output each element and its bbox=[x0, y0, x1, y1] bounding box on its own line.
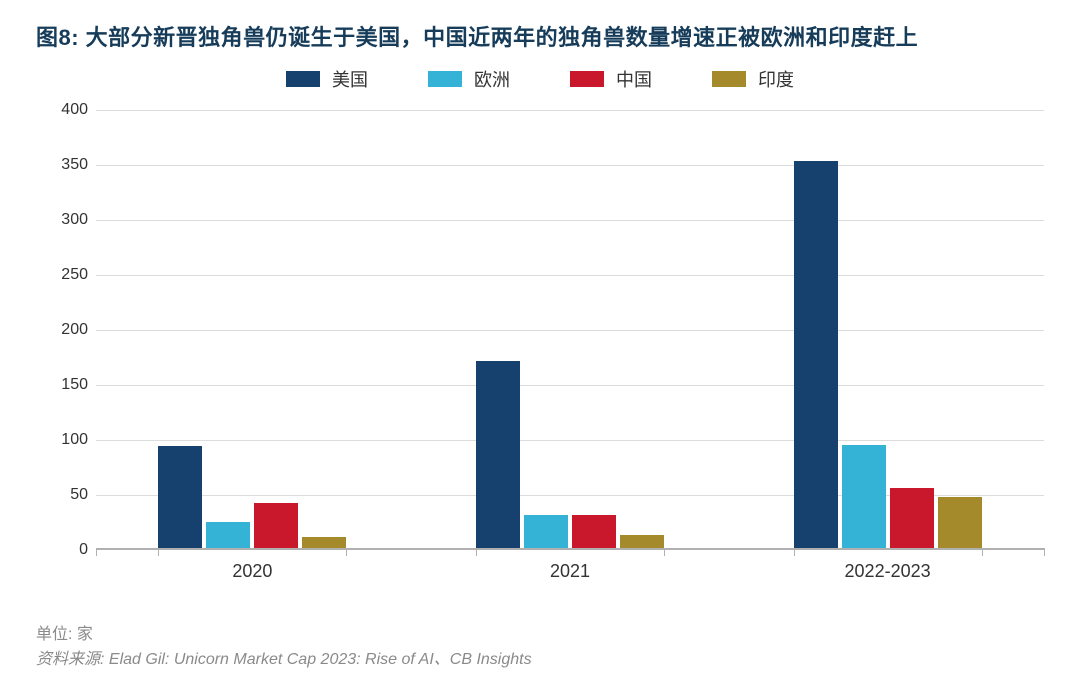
y-tick-label: 0 bbox=[42, 541, 88, 559]
bar bbox=[794, 161, 838, 548]
legend: 美国 欧洲 中国 印度 bbox=[36, 66, 1044, 92]
x-tick-mark bbox=[664, 548, 665, 556]
bar bbox=[206, 522, 250, 548]
legend-item-eu: 欧洲 bbox=[428, 66, 510, 92]
x-tick-label: 2022-2023 bbox=[845, 561, 931, 582]
bar bbox=[476, 361, 520, 548]
x-tick-mark bbox=[982, 548, 983, 556]
legend-swatch-eu bbox=[428, 71, 462, 87]
gridline bbox=[96, 275, 1044, 276]
bar bbox=[572, 515, 616, 548]
legend-label-cn: 中国 bbox=[616, 66, 652, 92]
y-tick-label: 150 bbox=[42, 376, 88, 394]
legend-swatch-cn bbox=[570, 71, 604, 87]
plot-area: 050100150200250300350400202020212022-202… bbox=[96, 110, 1044, 550]
y-tick-label: 250 bbox=[42, 266, 88, 284]
gridline bbox=[96, 110, 1044, 111]
x-tick-mark bbox=[346, 548, 347, 556]
y-tick-label: 300 bbox=[42, 211, 88, 229]
source-prefix: 资料来源: bbox=[36, 651, 109, 668]
legend-swatch-us bbox=[286, 71, 320, 87]
bar bbox=[842, 445, 886, 548]
x-tick-label: 2020 bbox=[232, 561, 272, 582]
unit-label: 单位: 家 bbox=[36, 622, 532, 648]
gridline bbox=[96, 440, 1044, 441]
x-tick-mark bbox=[96, 548, 97, 556]
chart-footer: 单位: 家 资料来源: Elad Gil: Unicorn Market Cap… bbox=[36, 622, 532, 673]
gridline bbox=[96, 385, 1044, 386]
bar bbox=[938, 497, 982, 548]
x-tick-label: 2021 bbox=[550, 561, 590, 582]
legend-label-us: 美国 bbox=[332, 66, 368, 92]
bar bbox=[254, 503, 298, 548]
legend-swatch-in bbox=[712, 71, 746, 87]
legend-item-us: 美国 bbox=[286, 66, 368, 92]
gridline bbox=[96, 165, 1044, 166]
y-tick-label: 100 bbox=[42, 431, 88, 449]
x-tick-mark bbox=[476, 548, 477, 556]
y-tick-label: 400 bbox=[42, 101, 88, 119]
legend-label-eu: 欧洲 bbox=[474, 66, 510, 92]
legend-item-cn: 中国 bbox=[570, 66, 652, 92]
chart-title: 图8: 大部分新晋独角兽仍诞生于美国，中国近两年的独角兽数量增速正被欧洲和印度赶… bbox=[36, 20, 1044, 52]
bar bbox=[302, 537, 346, 548]
bar bbox=[158, 446, 202, 548]
y-tick-label: 200 bbox=[42, 321, 88, 339]
legend-item-in: 印度 bbox=[712, 66, 794, 92]
y-tick-label: 350 bbox=[42, 156, 88, 174]
source-line: 资料来源: Elad Gil: Unicorn Market Cap 2023:… bbox=[36, 647, 532, 673]
x-tick-mark bbox=[158, 548, 159, 556]
bar bbox=[890, 488, 934, 549]
x-tick-mark bbox=[1044, 548, 1045, 556]
bar bbox=[620, 535, 664, 548]
source-text: Elad Gil: Unicorn Market Cap 2023: Rise … bbox=[109, 651, 532, 668]
gridline bbox=[96, 330, 1044, 331]
gridline bbox=[96, 220, 1044, 221]
legend-label-in: 印度 bbox=[758, 66, 794, 92]
y-tick-label: 50 bbox=[42, 486, 88, 504]
bar bbox=[524, 515, 568, 548]
chart-container: 图8: 大部分新晋独角兽仍诞生于美国，中国近两年的独角兽数量增速正被欧洲和印度赶… bbox=[0, 0, 1080, 689]
chart-area: 0 50 100 150 200 250 300 350 400 2020 2021 2022-202… bbox=[36, 100, 1044, 600]
x-tick-mark bbox=[794, 548, 795, 556]
